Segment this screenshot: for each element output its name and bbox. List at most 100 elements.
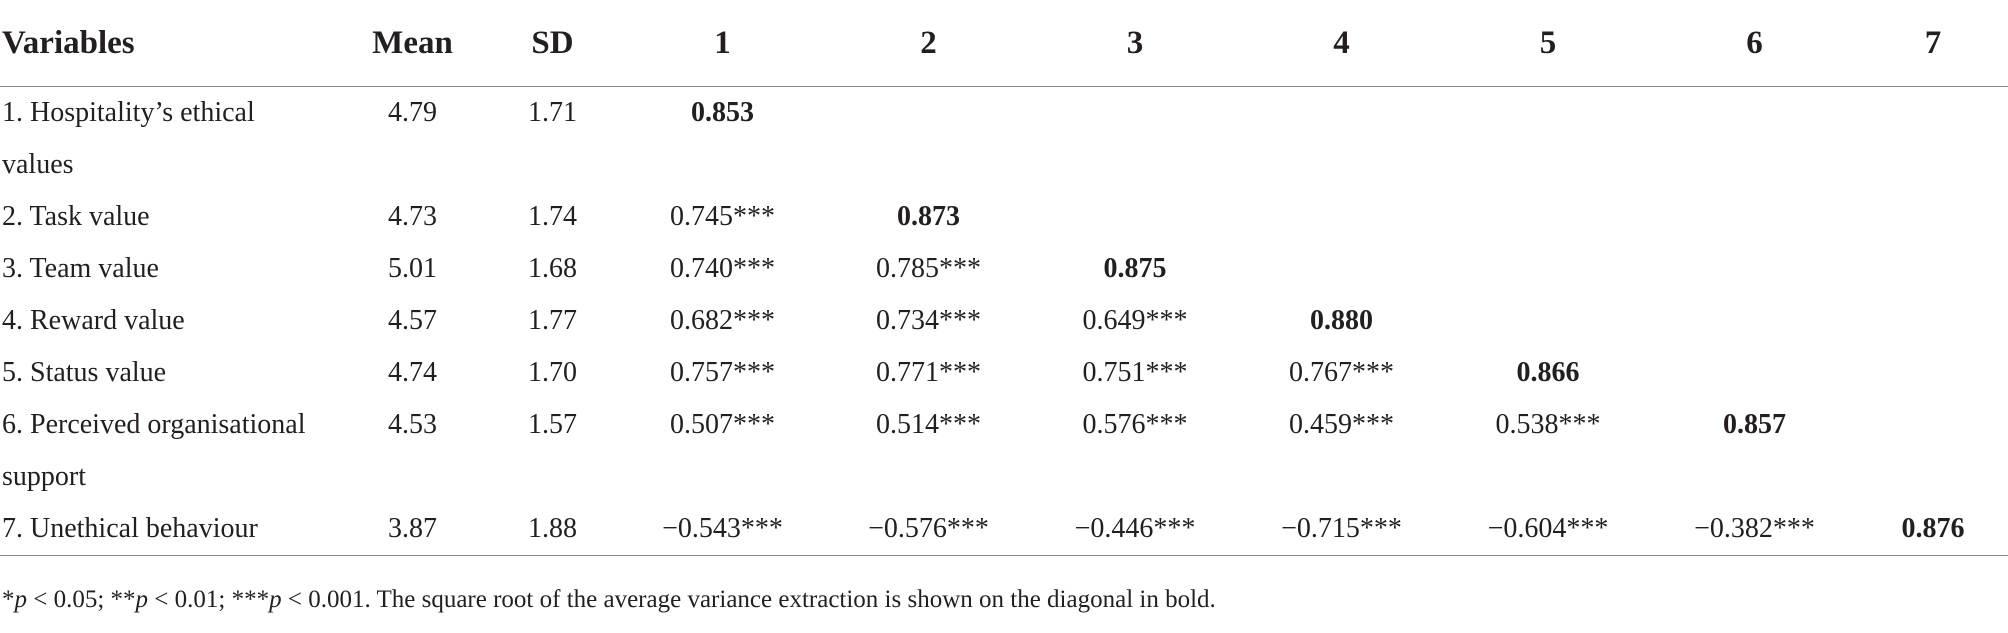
correlation-cell	[1858, 87, 2008, 140]
correlation-cell	[1651, 243, 1858, 295]
sd-cell: 1.88	[485, 503, 620, 556]
diagonal-cell: 0.853	[691, 97, 754, 128]
correlation-cell	[1858, 295, 2008, 347]
footnote-p: p	[135, 586, 149, 613]
correlation-cell: 0.734***	[876, 305, 981, 336]
row-label: 7. Unethical behaviour	[0, 503, 340, 556]
table-row: 2. Task value 4.73 1.74 0.745*** 0.873	[0, 191, 2008, 243]
correlation-cell: 0.576***	[1082, 409, 1188, 440]
row-label: 1. Hospitality’s ethical	[2, 97, 255, 128]
header-col-5: 5	[1445, 0, 1651, 87]
correlation-cell: 0.514***	[876, 409, 981, 440]
correlation-cell: 0.785***	[876, 253, 981, 284]
mean-cell: 4.74	[388, 357, 437, 388]
correlation-cell	[1238, 87, 1445, 140]
correlation-cell	[1858, 347, 2008, 399]
row-label: 2. Task value	[2, 201, 150, 232]
diagonal-cell: 0.875	[1103, 253, 1167, 284]
header-col-3: 3	[1032, 0, 1238, 87]
table-row: 3. Team value 5.01 1.68 0.740*** 0.785**…	[0, 243, 2008, 295]
header-col-7: 7	[1858, 0, 2008, 87]
header-sd: SD	[485, 0, 620, 87]
correlation-cell	[1858, 191, 2008, 243]
sd-cell: 1.70	[528, 357, 577, 388]
table-footnote: *p < 0.05; **p < 0.01; ***p < 0.001. The…	[2, 586, 1216, 614]
table-row: 7. Unethical behaviour 3.87 1.88 −0.543*…	[0, 503, 2008, 556]
table-row-continuation: values	[0, 139, 2008, 191]
mean-cell: 5.01	[388, 253, 437, 284]
sd-cell: 1.57	[528, 409, 577, 440]
row-label: 6. Perceived organisational	[2, 409, 306, 440]
sd-cell: 1.77	[528, 305, 577, 336]
correlation-cell: 0.507***	[670, 409, 775, 440]
sd-cell: 1.74	[528, 201, 577, 232]
correlation-cell: −0.715***	[1238, 503, 1445, 556]
correlation-cell	[1651, 347, 1858, 399]
sd-cell: 1.71	[528, 97, 577, 128]
diagonal-cell: 0.873	[897, 201, 960, 232]
correlation-cell	[1651, 87, 1858, 140]
correlation-cell: 0.751***	[1082, 357, 1188, 388]
mean-cell: 4.73	[388, 201, 437, 232]
header-col-6: 6	[1651, 0, 1858, 87]
header-mean: Mean	[340, 0, 485, 87]
diagonal-cell: 0.866	[1516, 357, 1580, 388]
correlation-cell	[1445, 87, 1651, 140]
footnote-star: *	[2, 586, 15, 613]
correlation-cell: 0.538***	[1495, 409, 1601, 440]
correlation-cell: 0.649***	[1082, 305, 1188, 336]
correlation-cell: 0.767***	[1289, 357, 1394, 388]
correlation-cell	[1032, 87, 1238, 140]
table-row: 1. Hospitality’s ethical 4.79 1.71 0.853	[0, 87, 2008, 140]
row-label-continuation: support	[2, 461, 86, 492]
correlation-cell	[1858, 399, 2008, 451]
table-row: 5. Status value 4.74 1.70 0.757*** 0.771…	[0, 347, 2008, 399]
header-variables: Variables	[0, 0, 340, 87]
row-label: 4. Reward value	[2, 305, 185, 336]
correlation-cell	[825, 87, 1032, 140]
diagonal-cell: 0.857	[1723, 409, 1786, 440]
footnote-text: < 0.01; ***	[148, 586, 270, 613]
correlation-cell	[1445, 243, 1651, 295]
header-col-2: 2	[825, 0, 1032, 87]
table-row: 4. Reward value 4.57 1.77 0.682*** 0.734…	[0, 295, 2008, 347]
table-row-continuation: support	[0, 451, 2008, 503]
mean-cell: 4.57	[388, 305, 437, 336]
sd-cell: 1.68	[528, 253, 577, 284]
correlation-cell	[1445, 295, 1651, 347]
mean-cell: 4.53	[388, 409, 437, 440]
mean-cell: 3.87	[340, 503, 485, 556]
correlation-table: Variables Mean SD 1 2 3 4 5 6 7 1. Hospi…	[0, 0, 2008, 556]
table-row: 6. Perceived organisational 4.53 1.57 0.…	[0, 399, 2008, 451]
row-label: 3. Team value	[2, 253, 159, 284]
diagonal-cell: 0.876	[1858, 503, 2008, 556]
row-label-continuation: values	[2, 149, 74, 180]
correlation-cell: −0.576***	[825, 503, 1032, 556]
footnote-p: p	[14, 586, 28, 613]
correlation-cell: 0.740***	[670, 253, 775, 284]
footnote-text: < 0.001. The square root of the average …	[281, 586, 1216, 613]
footnote-p: p	[269, 586, 282, 613]
row-label: 5. Status value	[2, 357, 167, 388]
correlation-cell: −0.543***	[620, 503, 825, 556]
correlation-cell	[1858, 243, 2008, 295]
correlation-cell	[1651, 191, 1858, 243]
correlation-cell	[1032, 191, 1238, 243]
footnote-text: < 0.05; **	[27, 586, 136, 613]
correlation-cell: 0.757***	[670, 357, 775, 388]
correlation-cell	[1445, 191, 1651, 243]
correlation-cell: 0.682***	[670, 305, 775, 336]
correlation-cell	[1238, 191, 1445, 243]
header-row: Variables Mean SD 1 2 3 4 5 6 7	[0, 0, 2008, 87]
header-col-1: 1	[620, 0, 825, 87]
correlation-cell	[1238, 243, 1445, 295]
correlation-cell: 0.459***	[1289, 409, 1394, 440]
correlation-cell: −0.446***	[1032, 503, 1238, 556]
correlation-cell: −0.604***	[1445, 503, 1651, 556]
correlation-cell: 0.771***	[876, 357, 981, 388]
header-col-4: 4	[1238, 0, 1445, 87]
correlation-cell	[1651, 295, 1858, 347]
correlation-cell: 0.745***	[670, 201, 775, 232]
correlation-cell: −0.382***	[1651, 503, 1858, 556]
